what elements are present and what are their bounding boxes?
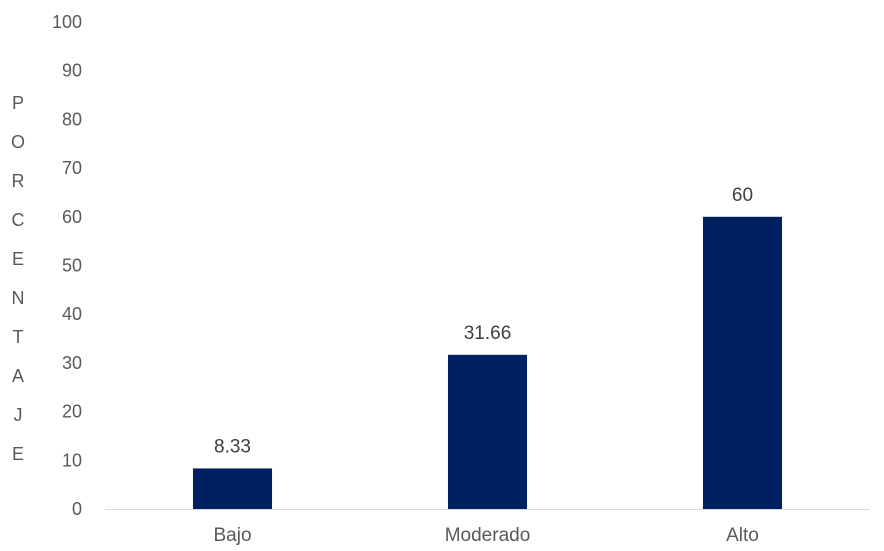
- y-tick-label: 90: [62, 61, 82, 81]
- y-tick-label: 10: [62, 450, 82, 470]
- y-axis-title-letter: J: [13, 405, 23, 425]
- bar-alto: [702, 216, 783, 510]
- y-tick-label: 70: [62, 158, 82, 178]
- y-axis-title-letter: T: [12, 327, 24, 347]
- y-tick-label: 60: [62, 207, 82, 227]
- y-axis-title-letter: O: [10, 132, 25, 152]
- y-axis-title-letter: E: [11, 444, 24, 464]
- y-tick-label: 100: [52, 12, 82, 32]
- data-label-alto: 60: [732, 185, 753, 206]
- x-category-label-moderado: Moderado: [445, 525, 531, 546]
- y-axis-title-letter: R: [11, 171, 25, 191]
- y-tick-label: 80: [62, 109, 82, 129]
- y-tick-label: 50: [62, 256, 82, 276]
- y-axis-title-letter: P: [11, 93, 24, 113]
- bar-bajo: [192, 468, 273, 509]
- x-category-label-bajo: Bajo: [213, 525, 251, 546]
- y-axis-title-letter: C: [11, 210, 25, 230]
- y-tick-label: 30: [62, 353, 82, 373]
- x-category-label-alto: Alto: [726, 525, 759, 546]
- y-axis-title-letter: E: [11, 249, 24, 269]
- y-axis-title-letter: N: [11, 288, 25, 308]
- bar-moderado: [447, 354, 528, 509]
- y-tick-label: 20: [62, 402, 82, 422]
- y-axis-title-letter: A: [11, 366, 24, 386]
- y-tick-label: 0: [72, 499, 82, 519]
- data-label-bajo: 8.33: [214, 436, 251, 457]
- y-tick-label: 40: [62, 304, 82, 324]
- data-label-moderado: 31.66: [464, 323, 512, 344]
